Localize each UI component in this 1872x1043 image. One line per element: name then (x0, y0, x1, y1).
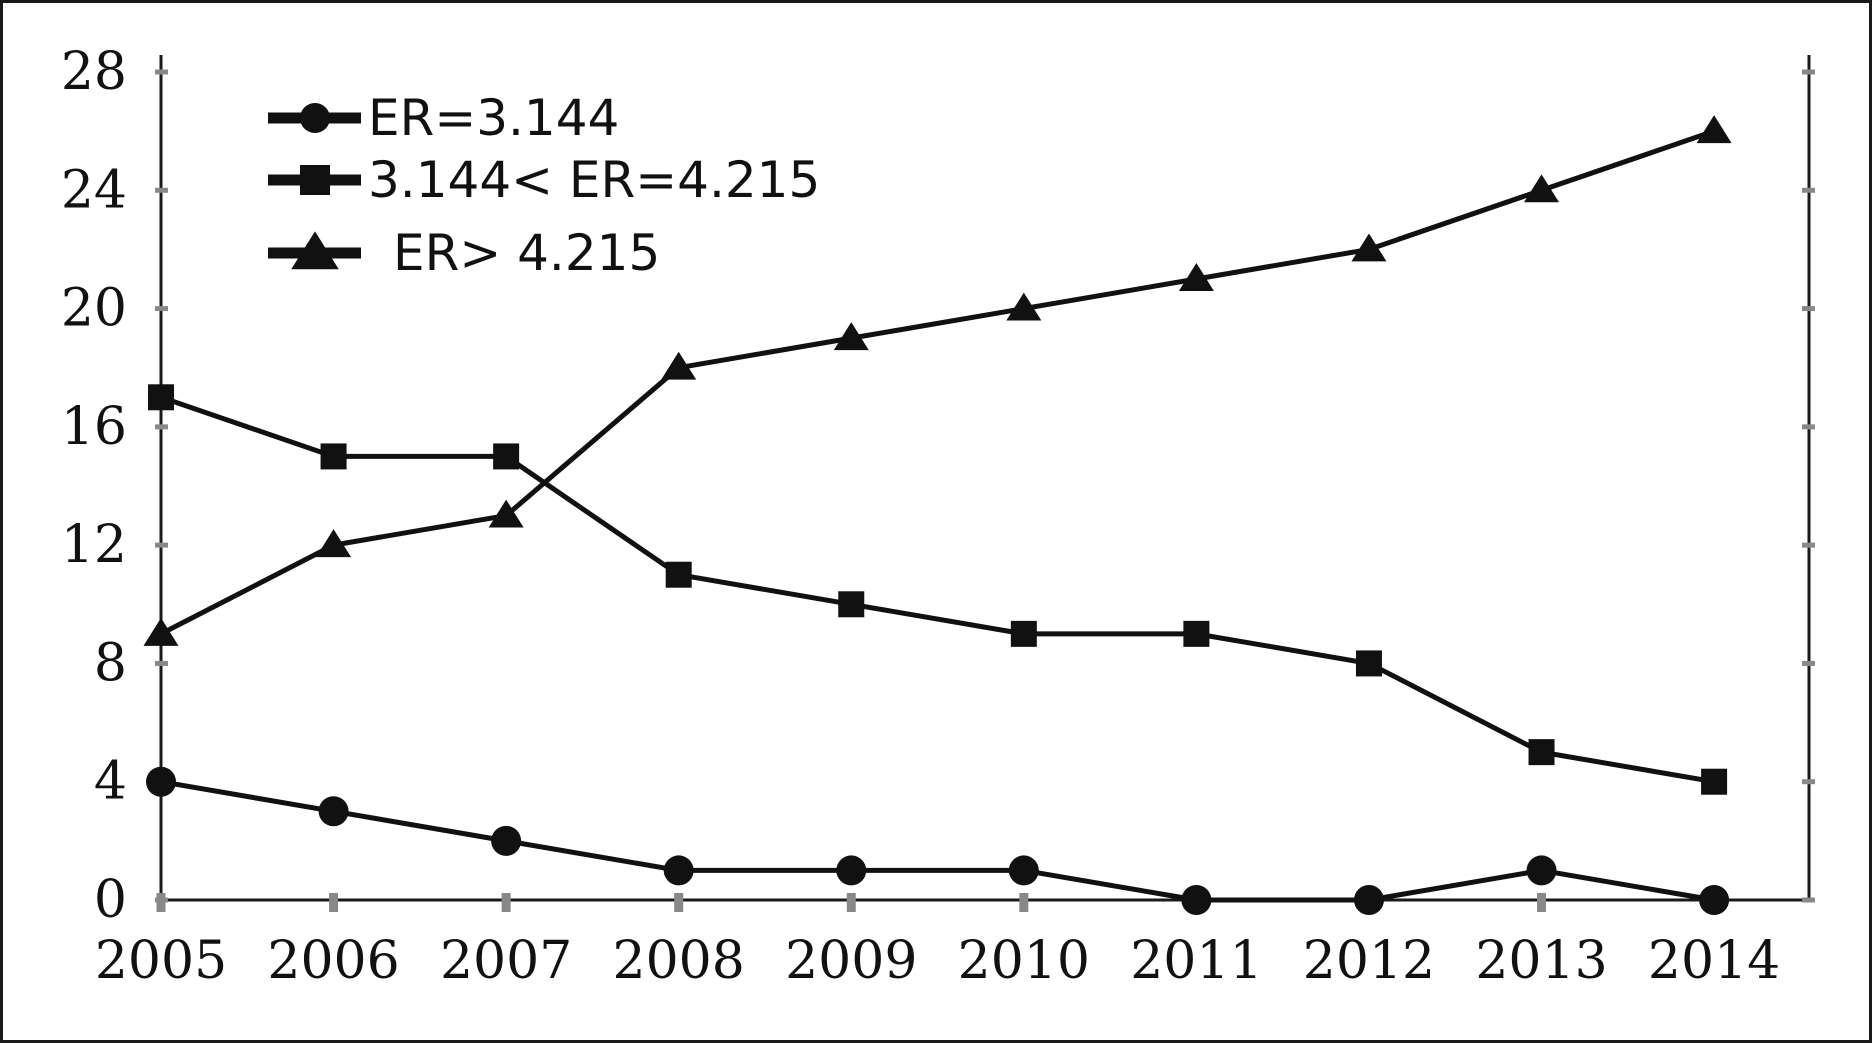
data-point-square (1183, 620, 1210, 647)
data-point-circle (318, 796, 349, 827)
data-point-triangle (143, 617, 179, 646)
series-circle (146, 766, 1730, 915)
legend-item: ER> 4.215 (268, 224, 660, 282)
legend-label: ER=3.144 (368, 89, 619, 147)
x-tick-label: 2011 (1130, 931, 1262, 991)
series-line (159, 128, 1715, 637)
y-tick-label: 20 (61, 279, 127, 339)
data-point-circle (1526, 855, 1557, 886)
x-tick-label: 2006 (267, 931, 399, 991)
data-point-square (1528, 739, 1555, 766)
legend-item: ER=3.144 (268, 89, 619, 147)
legend-marker-square (300, 165, 330, 195)
y-tick-label: 28 (61, 42, 127, 102)
data-point-triangle (1696, 115, 1732, 144)
data-point-triangle (1524, 174, 1560, 203)
series-line (160, 394, 1715, 785)
data-point-square (665, 561, 692, 588)
data-point-square (1701, 768, 1728, 795)
y-tick-label: 8 (94, 633, 127, 693)
series-line (160, 779, 1715, 903)
data-point-circle (836, 855, 867, 886)
data-point-square (320, 443, 347, 470)
data-point-triangle (833, 322, 869, 351)
legend-label: 3.144< ER=4.215 (368, 151, 820, 209)
x-tick-labels: 2005 2006 2007 2008 2009 2010 2011 2012 2013 2014 (95, 931, 1780, 991)
y-tick-label: 12 (61, 515, 127, 575)
data-point-square (1010, 620, 1037, 647)
data-point-triangle (1006, 292, 1042, 321)
y-tick-label: 0 (94, 870, 127, 930)
legend-marker-circle (300, 103, 330, 133)
data-point-circle (491, 825, 522, 856)
x-tick-label: 2009 (785, 931, 917, 991)
x-tick-label: 2010 (958, 931, 1090, 991)
legend-item: 3.144< ER=4.215 (268, 151, 820, 209)
y-tick-label: 24 (61, 160, 127, 220)
data-point-circle (663, 855, 694, 886)
series-square (148, 384, 1728, 795)
y-tick-label: 16 (61, 397, 127, 457)
data-point-triangle (1351, 233, 1387, 262)
legend-marker-triangle (291, 231, 339, 270)
data-point-circle (1353, 885, 1384, 915)
series-triangle (143, 115, 1732, 646)
data-point-triangle (488, 499, 524, 528)
data-point-circle (1181, 885, 1212, 915)
legend-label: ER> 4.215 (393, 224, 660, 282)
data-point-square (1355, 650, 1382, 677)
data-point-triangle (316, 529, 352, 558)
axes (159, 55, 1811, 902)
x-tick-label: 2007 (440, 931, 572, 991)
data-point-circle (1008, 855, 1039, 886)
y-tick-label: 4 (94, 752, 127, 812)
data-point-square (493, 443, 520, 470)
x-tick-label: 2013 (1475, 931, 1607, 991)
x-tick-label: 2012 (1303, 931, 1435, 991)
data-point-square (148, 384, 174, 411)
x-tick-label: 2008 (613, 931, 745, 991)
data-point-triangle (1178, 263, 1214, 291)
data-point-circle (146, 766, 176, 797)
series-layer (143, 115, 1732, 915)
y-tick-labels: 0 4 8 12 16 20 24 28 (61, 42, 127, 930)
data-point-circle (1699, 885, 1730, 915)
x-tick-label: 2014 (1648, 931, 1780, 991)
x-tick-label: 2005 (95, 931, 227, 991)
data-point-triangle (661, 351, 697, 380)
data-point-square (838, 591, 865, 618)
